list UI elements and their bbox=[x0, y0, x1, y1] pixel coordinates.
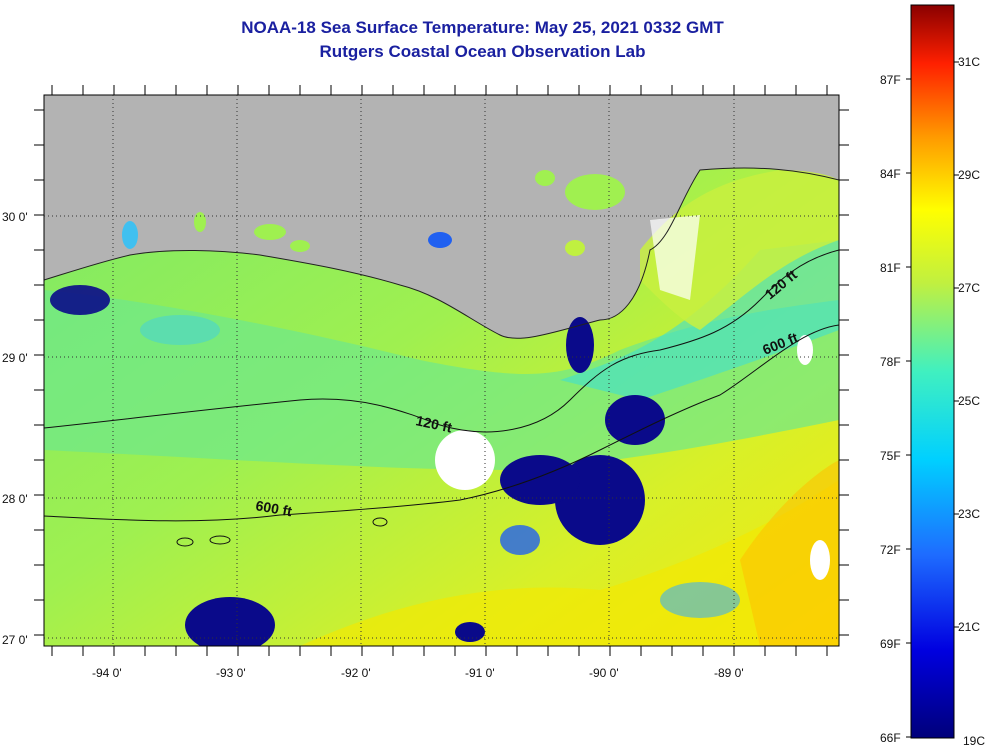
colorbar-c-29: 29C bbox=[958, 168, 980, 182]
lat-label-27: 27 0' bbox=[2, 633, 28, 647]
lon-label-94: -94 0' bbox=[92, 666, 122, 680]
colorbar-f-87: 87F bbox=[880, 73, 901, 87]
lat-label-29: 29 0' bbox=[2, 351, 28, 365]
cold-patch bbox=[185, 597, 275, 646]
lat-label-30: 30 0' bbox=[2, 210, 28, 224]
colorbar-c-21: 21C bbox=[958, 620, 980, 634]
map-frame bbox=[43, 94, 840, 647]
lat-label-28: 28 0' bbox=[2, 492, 28, 506]
lon-label-92: -92 0' bbox=[341, 666, 371, 680]
contour-label-600ft: 600 ft bbox=[254, 497, 293, 519]
colorbar-f-66: 66F bbox=[880, 731, 901, 745]
colorbar-c-25: 25C bbox=[958, 394, 980, 408]
colorbar-c-19: 19C bbox=[963, 734, 985, 748]
colorbar bbox=[910, 4, 955, 739]
colorbar-f-69: 69F bbox=[880, 637, 901, 651]
lon-label-91: -91 0' bbox=[465, 666, 495, 680]
map-title: NOAA-18 Sea Surface Temperature: May 25,… bbox=[241, 18, 724, 37]
lon-label-90: -90 0' bbox=[589, 666, 619, 680]
colorbar-c-27: 27C bbox=[958, 281, 980, 295]
colorbar-f-78: 78F bbox=[880, 355, 901, 369]
colorbar-f-81: 81F bbox=[880, 261, 901, 275]
map-subtitle: Rutgers Coastal Ocean Observation Lab bbox=[319, 42, 646, 61]
lon-label-93: -93 0' bbox=[216, 666, 246, 680]
colorbar-c-31: 31C bbox=[958, 55, 980, 69]
lon-label-89: -89 0' bbox=[714, 666, 744, 680]
colorbar-f-72: 72F bbox=[880, 543, 901, 557]
contour-label-120ft: 120 ft bbox=[414, 412, 453, 435]
colorbar-f-75: 75F bbox=[880, 449, 901, 463]
colorbar-f-84: 84F bbox=[880, 167, 901, 181]
cloud-patch bbox=[435, 430, 495, 490]
colorbar-c-23: 23C bbox=[958, 507, 980, 521]
